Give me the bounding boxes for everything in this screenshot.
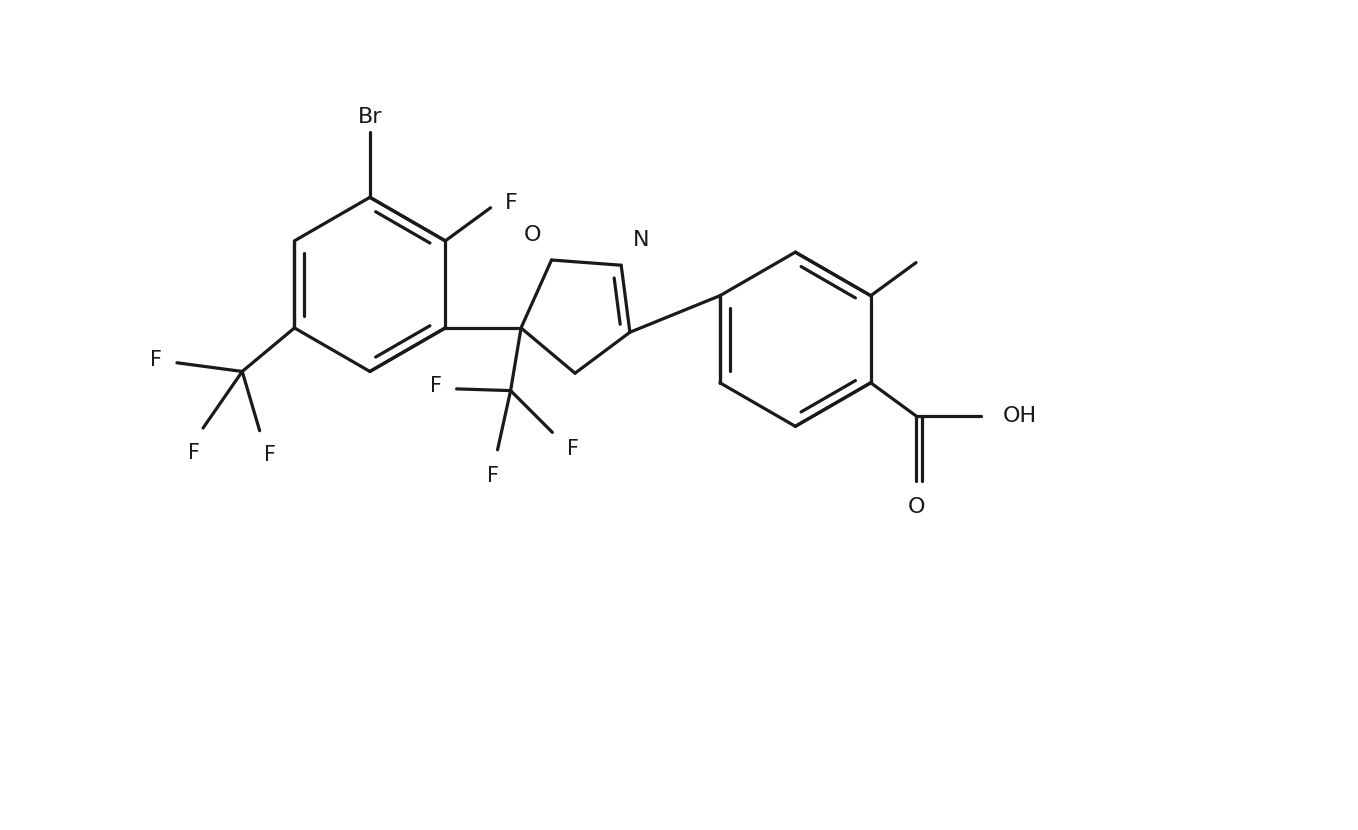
Text: F: F xyxy=(568,439,580,459)
Text: F: F xyxy=(189,443,201,463)
Text: F: F xyxy=(505,193,519,213)
Text: OH: OH xyxy=(1004,406,1038,426)
Text: F: F xyxy=(488,466,500,486)
Text: N: N xyxy=(633,231,649,251)
Text: F: F xyxy=(430,376,441,396)
Text: O: O xyxy=(524,225,540,245)
Text: F: F xyxy=(151,350,162,370)
Text: Br: Br xyxy=(357,107,382,127)
Text: O: O xyxy=(907,497,925,517)
Text: F: F xyxy=(263,446,276,466)
